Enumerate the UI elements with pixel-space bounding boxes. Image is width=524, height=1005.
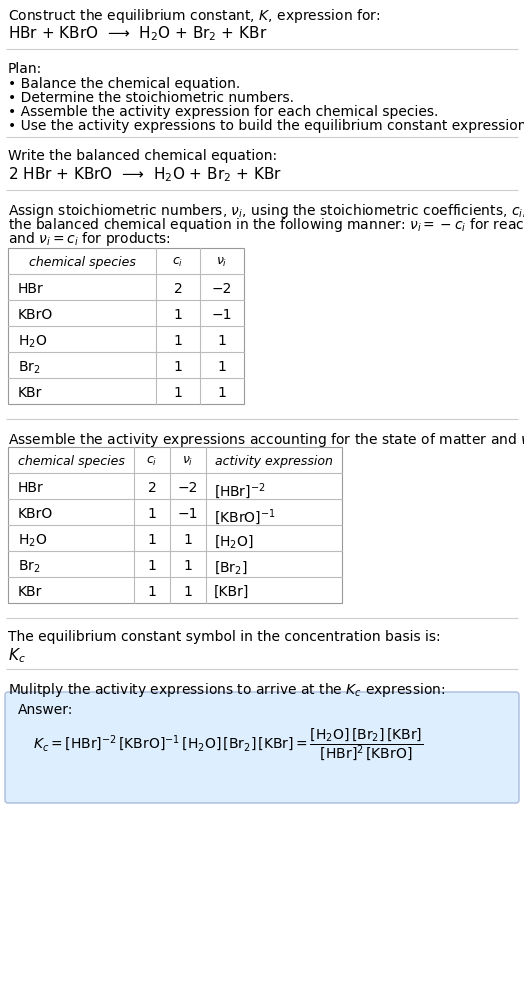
Text: Plan:: Plan: <box>8 62 42 76</box>
Text: −1: −1 <box>178 507 198 521</box>
Text: 1: 1 <box>217 360 226 374</box>
Text: [Br$_2$]: [Br$_2$] <box>214 559 248 576</box>
Text: KBrO: KBrO <box>18 308 53 322</box>
Text: chemical species: chemical species <box>18 455 124 468</box>
Text: 1: 1 <box>183 533 192 547</box>
Text: and $\nu_i = c_i$ for products:: and $\nu_i = c_i$ for products: <box>8 230 171 248</box>
Text: Answer:: Answer: <box>18 704 73 717</box>
Text: 1: 1 <box>173 360 182 374</box>
Text: 1: 1 <box>183 585 192 599</box>
Text: • Balance the chemical equation.: • Balance the chemical equation. <box>8 77 240 91</box>
Text: [H$_2$O]: [H$_2$O] <box>214 533 254 550</box>
Text: H$_2$O: H$_2$O <box>18 334 47 351</box>
Text: 1: 1 <box>217 334 226 348</box>
Text: Assemble the activity expressions accounting for the state of matter and $\nu_i$: Assemble the activity expressions accoun… <box>8 431 524 449</box>
Text: 1: 1 <box>148 559 157 573</box>
Text: 1: 1 <box>173 308 182 322</box>
Text: H$_2$O: H$_2$O <box>18 533 47 550</box>
Text: HBr: HBr <box>18 481 43 495</box>
Text: KBr: KBr <box>18 585 42 599</box>
Text: $K_c$: $K_c$ <box>8 646 26 664</box>
Text: $c_i$: $c_i$ <box>146 455 158 468</box>
Bar <box>8 248 244 404</box>
Text: the balanced chemical equation in the following manner: $\nu_i = -c_i$ for react: the balanced chemical equation in the fo… <box>8 216 524 234</box>
Text: KBrO: KBrO <box>18 507 53 521</box>
Text: 1: 1 <box>173 386 182 400</box>
Text: −2: −2 <box>178 481 198 495</box>
Text: $c_i$: $c_i$ <box>172 256 183 269</box>
Text: • Determine the stoichiometric numbers.: • Determine the stoichiometric numbers. <box>8 91 294 105</box>
Text: • Assemble the activity expression for each chemical species.: • Assemble the activity expression for e… <box>8 105 439 119</box>
Text: 2: 2 <box>148 481 156 495</box>
Text: 1: 1 <box>183 559 192 573</box>
Bar <box>8 447 342 603</box>
Text: Br$_2$: Br$_2$ <box>18 360 40 377</box>
Text: $K_c = [\mathrm{HBr}]^{-2}\,[\mathrm{KBrO}]^{-1}\,[\mathrm{H_2O}]\,[\mathrm{Br_2: $K_c = [\mathrm{HBr}]^{-2}\,[\mathrm{KBr… <box>33 727 423 763</box>
Text: Mulitply the activity expressions to arrive at the $K_c$ expression:: Mulitply the activity expressions to arr… <box>8 681 445 699</box>
Text: KBr: KBr <box>18 386 42 400</box>
Text: activity expression: activity expression <box>215 455 333 468</box>
Text: $\nu_i$: $\nu_i$ <box>216 256 228 269</box>
Text: 1: 1 <box>173 334 182 348</box>
Text: −2: −2 <box>212 282 232 296</box>
Text: Construct the equilibrium constant, $K$, expression for:: Construct the equilibrium constant, $K$,… <box>8 7 380 25</box>
Text: • Use the activity expressions to build the equilibrium constant expression.: • Use the activity expressions to build … <box>8 119 524 133</box>
Text: 1: 1 <box>148 533 157 547</box>
Text: $\nu_i$: $\nu_i$ <box>182 455 194 468</box>
FancyBboxPatch shape <box>5 692 519 803</box>
Text: HBr + KBrO  ⟶  H$_2$O + Br$_2$ + KBr: HBr + KBrO ⟶ H$_2$O + Br$_2$ + KBr <box>8 24 267 42</box>
Text: Assign stoichiometric numbers, $\nu_i$, using the stoichiometric coefficients, $: Assign stoichiometric numbers, $\nu_i$, … <box>8 202 524 220</box>
Text: The equilibrium constant symbol in the concentration basis is:: The equilibrium constant symbol in the c… <box>8 630 441 644</box>
Text: chemical species: chemical species <box>29 256 135 269</box>
Text: [KBrO]$^{-1}$: [KBrO]$^{-1}$ <box>214 507 276 527</box>
Text: 2 HBr + KBrO  ⟶  H$_2$O + Br$_2$ + KBr: 2 HBr + KBrO ⟶ H$_2$O + Br$_2$ + KBr <box>8 165 282 184</box>
Text: 1: 1 <box>148 507 157 521</box>
Text: 1: 1 <box>148 585 157 599</box>
Text: [HBr]$^{-2}$: [HBr]$^{-2}$ <box>214 481 266 500</box>
Text: 2: 2 <box>173 282 182 296</box>
Text: 1: 1 <box>217 386 226 400</box>
Text: Br$_2$: Br$_2$ <box>18 559 40 576</box>
Text: −1: −1 <box>212 308 232 322</box>
Text: Write the balanced chemical equation:: Write the balanced chemical equation: <box>8 149 277 163</box>
Text: [KBr]: [KBr] <box>214 585 249 599</box>
Text: HBr: HBr <box>18 282 43 296</box>
